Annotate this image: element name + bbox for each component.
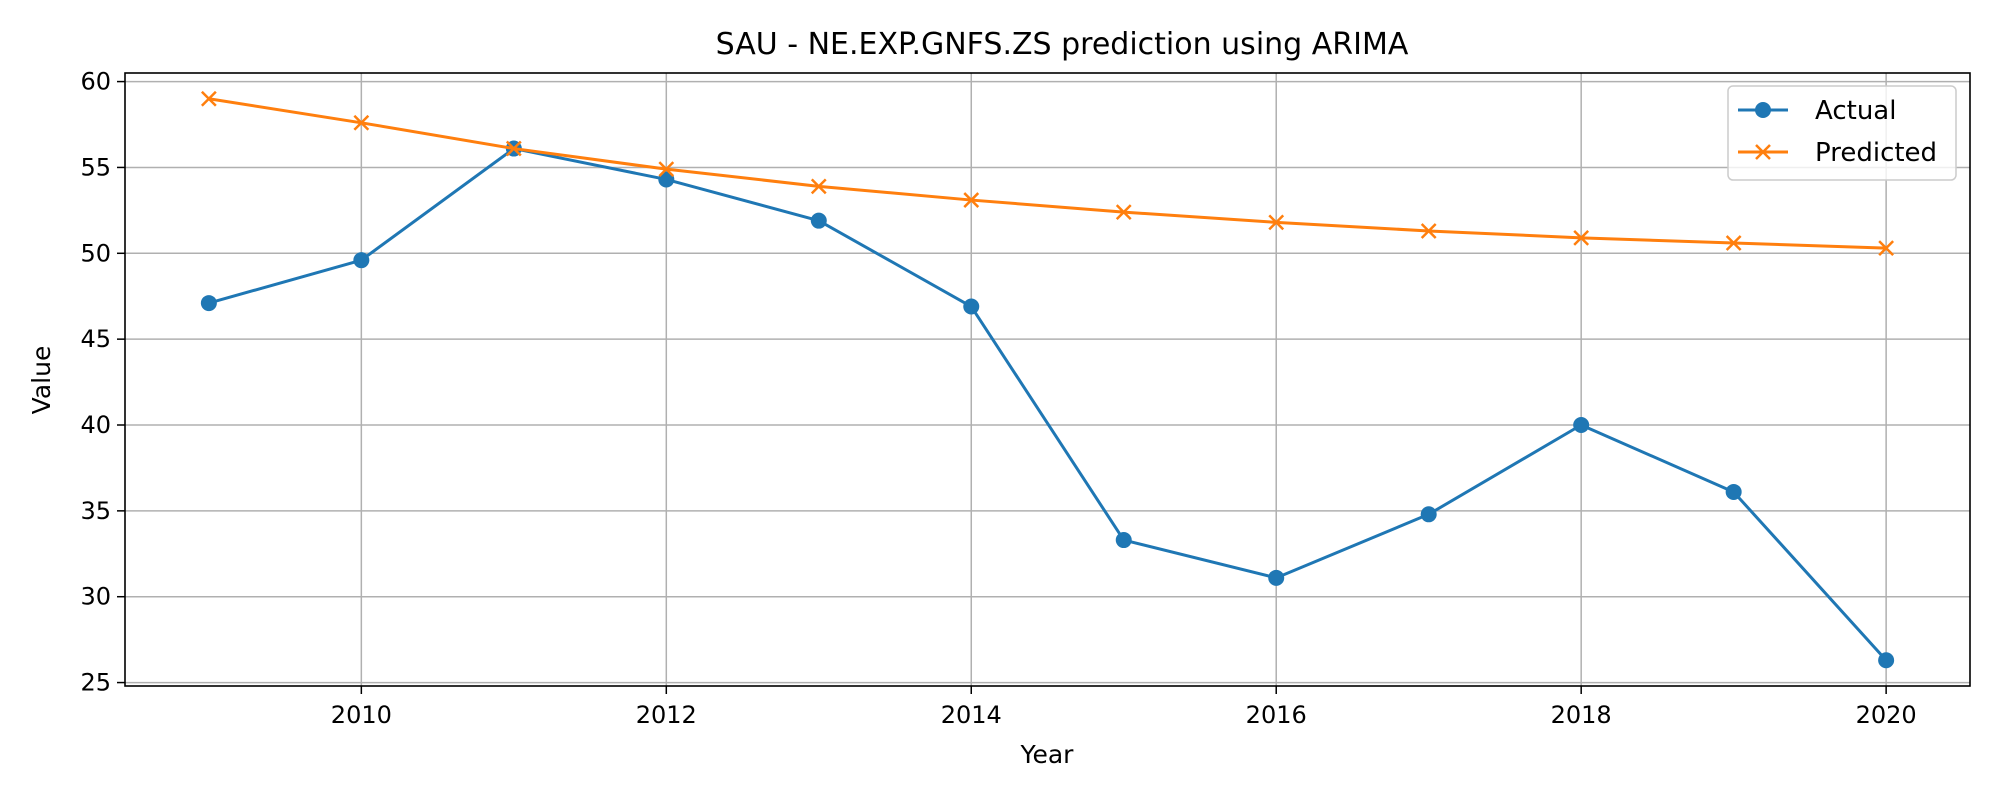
data-point-actual [1725,483,1742,500]
legend-label-predicted: Predicted [1815,138,1937,168]
y-axis-ticks: 25 30 35 40 45 50 55 60 [80,68,125,697]
data-point-actual [1268,569,1285,586]
legend-marker-predicted [1755,144,1771,160]
chart-title: SAU - NE.EXP.GNFS.ZS prediction using AR… [716,27,1409,62]
data-point-predicted [1573,229,1590,246]
x-tick-label: 2018 [1551,701,1612,729]
legend: Actual Predicted [1727,85,1957,181]
series-line-predicted [208,97,1887,250]
data-point-actual [1878,652,1895,669]
data-point-actual [963,298,980,315]
y-tick-label: 50 [80,239,111,267]
data-point-actual [1115,532,1132,549]
legend-marker-actual [1755,102,1771,118]
series-line-actual [208,147,1888,662]
y-tick-label: 55 [80,153,111,181]
data-point-predicted [1878,240,1895,257]
y-tick-label: 30 [80,583,111,611]
x-tick-label: 2016 [1246,701,1307,729]
data-point-predicted [810,178,827,195]
data-point-actual [1573,417,1590,434]
data-point-actual [200,295,217,312]
data-point-predicted [353,114,370,131]
y-tick-label: 60 [80,68,111,96]
y-tick-label: 40 [80,411,111,439]
x-tick-label: 2010 [331,701,392,729]
data-point-predicted [1268,214,1285,231]
legend-label-actual: Actual [1815,96,1896,126]
x-tick-label: 2014 [941,701,1002,729]
data-point-predicted [1115,204,1132,220]
y-tick-label: 25 [80,669,111,697]
data-point-predicted [505,140,522,157]
data-point-predicted [1420,223,1437,239]
y-tick-label: 35 [80,497,111,525]
plot-frame [124,72,1971,687]
x-axis-label: Year [1020,740,1075,769]
y-axis-label: Value [27,346,56,415]
data-point-actual [353,252,370,269]
x-tick-label: 2012 [636,701,697,729]
y-tick-label: 45 [80,325,111,353]
data-point-predicted [963,192,980,208]
grid [125,73,1970,686]
data-point-predicted [658,161,675,178]
x-tick-label: 2020 [1856,701,1917,729]
data-point-actual [810,212,827,229]
plot-series [200,90,1895,669]
data-point-predicted [1725,235,1742,251]
data-point-predicted [200,90,217,107]
x-axis-ticks: 2010 2012 2014 2016 2018 2020 [331,686,1917,729]
data-point-actual [658,171,675,188]
data-point-actual [1420,506,1437,523]
